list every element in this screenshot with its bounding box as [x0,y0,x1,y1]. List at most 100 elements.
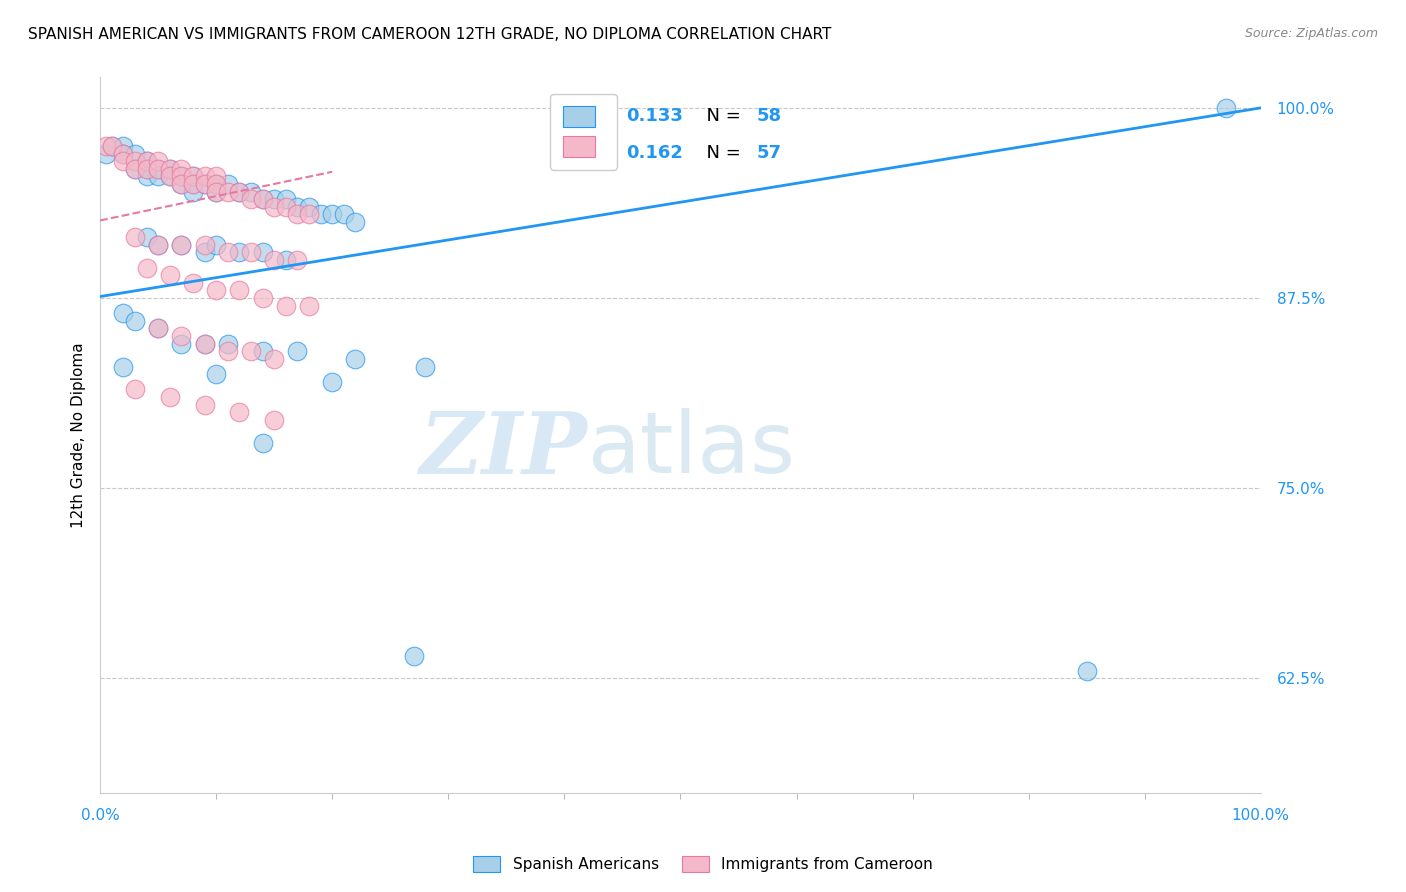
Spanish Americans [402,648,425,663]
Immigrants from Cameroon [263,413,285,427]
Immigrants from Cameroon [146,321,169,335]
Immigrants from Cameroon [170,177,193,191]
Spanish Americans [298,200,321,214]
Immigrants from Cameroon [146,154,169,169]
Spanish Americans [146,237,169,252]
Immigrants from Cameroon [194,177,217,191]
Spanish Americans [170,177,193,191]
Legend: , : , [550,94,617,169]
Spanish Americans [274,252,297,267]
Immigrants from Cameroon [159,268,181,283]
Immigrants from Cameroon [228,284,250,298]
Spanish Americans [194,336,217,351]
Immigrants from Cameroon [94,139,117,153]
Spanish Americans [205,185,228,199]
Immigrants from Cameroon [287,252,309,267]
Immigrants from Cameroon [194,336,217,351]
Spanish Americans [252,435,274,450]
Legend: Spanish Americans, Immigrants from Cameroon: Spanish Americans, Immigrants from Camer… [465,848,941,880]
Spanish Americans [205,177,228,191]
Text: N =: N = [696,145,747,162]
Spanish Americans [287,200,309,214]
Text: Source: ZipAtlas.com: Source: ZipAtlas.com [1244,27,1378,40]
Immigrants from Cameroon [146,161,169,176]
Spanish Americans [146,169,169,184]
Spanish Americans [170,336,193,351]
Spanish Americans [1215,101,1237,115]
Spanish Americans [217,336,239,351]
Immigrants from Cameroon [263,252,285,267]
Spanish Americans [344,351,367,366]
Spanish Americans [159,161,181,176]
Immigrants from Cameroon [181,276,204,290]
Immigrants from Cameroon [298,207,321,221]
Text: SPANISH AMERICAN VS IMMIGRANTS FROM CAMEROON 12TH GRADE, NO DIPLOMA CORRELATION : SPANISH AMERICAN VS IMMIGRANTS FROM CAME… [28,27,831,42]
Immigrants from Cameroon [274,200,297,214]
Spanish Americans [135,154,157,169]
Immigrants from Cameroon [146,237,169,252]
Spanish Americans [181,185,204,199]
Immigrants from Cameroon [217,344,239,359]
Spanish Americans [135,169,157,184]
Immigrants from Cameroon [124,154,146,169]
Spanish Americans [94,146,117,161]
Text: 0.133: 0.133 [626,107,683,125]
Immigrants from Cameroon [135,161,157,176]
Immigrants from Cameroon [159,390,181,404]
Immigrants from Cameroon [298,299,321,313]
Spanish Americans [228,185,250,199]
Immigrants from Cameroon [228,185,250,199]
Spanish Americans [100,139,122,153]
Spanish Americans [205,367,228,381]
Spanish Americans [135,161,157,176]
Immigrants from Cameroon [252,192,274,206]
Immigrants from Cameroon [194,237,217,252]
Immigrants from Cameroon [194,398,217,412]
Spanish Americans [252,344,274,359]
Immigrants from Cameroon [135,260,157,275]
Immigrants from Cameroon [170,169,193,184]
Spanish Americans [181,169,204,184]
Immigrants from Cameroon [263,351,285,366]
Immigrants from Cameroon [263,200,285,214]
Immigrants from Cameroon [170,237,193,252]
Spanish Americans [1076,664,1098,678]
Spanish Americans [194,177,217,191]
Spanish Americans [170,169,193,184]
Spanish Americans [194,245,217,260]
Spanish Americans [217,177,239,191]
Immigrants from Cameroon [252,291,274,305]
Spanish Americans [112,139,135,153]
Spanish Americans [205,237,228,252]
Immigrants from Cameroon [170,161,193,176]
Spanish Americans [146,161,169,176]
Immigrants from Cameroon [100,139,122,153]
Immigrants from Cameroon [240,245,263,260]
Immigrants from Cameroon [159,161,181,176]
Text: 57: 57 [756,145,782,162]
Immigrants from Cameroon [228,405,250,419]
Text: 0.162: 0.162 [626,145,683,162]
Immigrants from Cameroon [205,177,228,191]
Spanish Americans [124,146,146,161]
Spanish Americans [309,207,332,221]
Text: atlas: atlas [588,408,796,491]
Immigrants from Cameroon [124,230,146,244]
Spanish Americans [344,215,367,229]
Spanish Americans [413,359,436,374]
Immigrants from Cameroon [205,284,228,298]
Text: R =: R = [574,145,613,162]
Spanish Americans [240,185,263,199]
Spanish Americans [124,161,146,176]
Immigrants from Cameroon [205,169,228,184]
Immigrants from Cameroon [217,185,239,199]
Spanish Americans [146,321,169,335]
Immigrants from Cameroon [240,344,263,359]
Spanish Americans [181,177,204,191]
Immigrants from Cameroon [124,161,146,176]
Spanish Americans [321,207,343,221]
Spanish Americans [228,245,250,260]
Spanish Americans [333,207,356,221]
Immigrants from Cameroon [135,154,157,169]
Spanish Americans [263,192,285,206]
